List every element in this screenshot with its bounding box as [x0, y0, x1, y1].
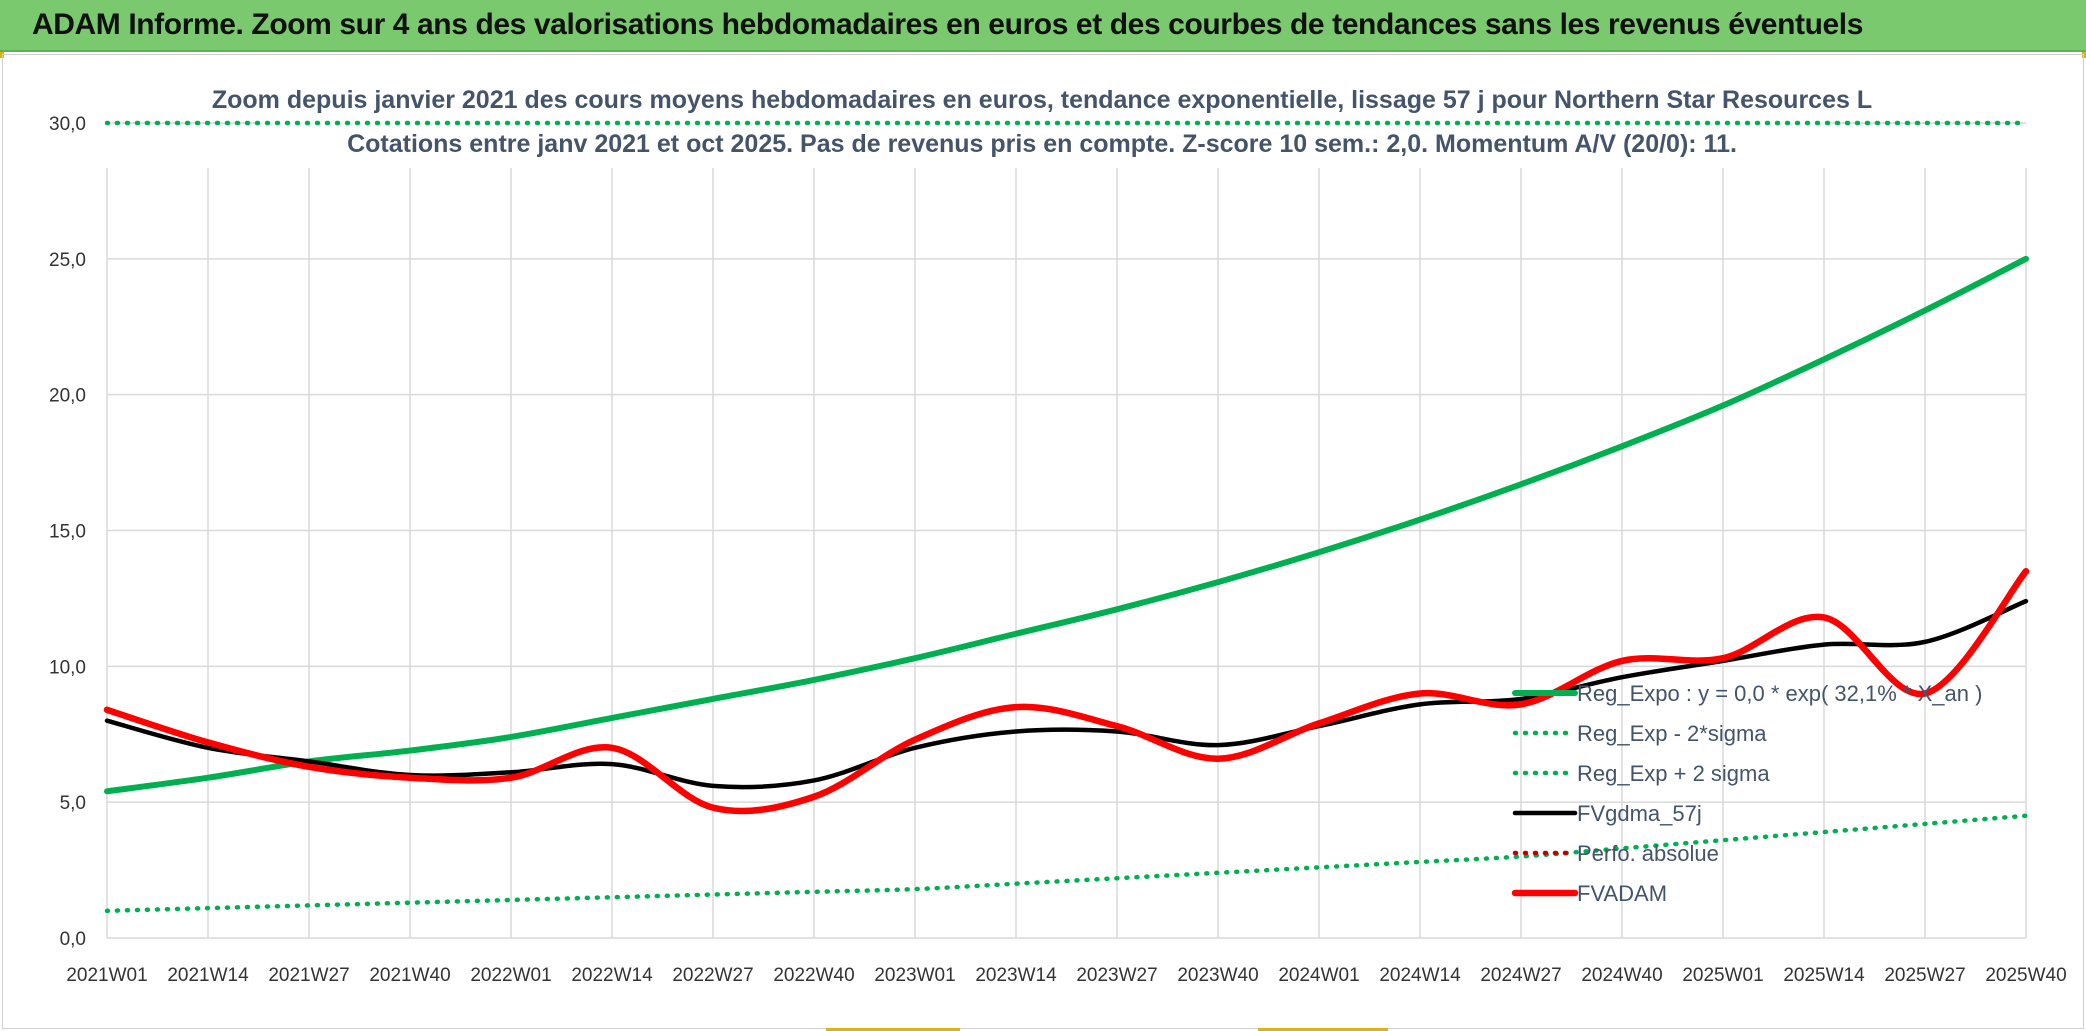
x-tick-label: 2025W01 [1682, 965, 1763, 986]
x-tick-label: 2024W27 [1480, 965, 1561, 986]
chart-frame [2, 54, 2084, 1029]
legend-entry: FVgdma_57j [1577, 801, 1702, 826]
x-tick-label: 2023W27 [1076, 965, 1157, 986]
x-tick-label: 2021W01 [66, 965, 147, 986]
x-tick-label: 2025W27 [1884, 965, 1965, 986]
y-tick-label: 20,0 [49, 386, 86, 407]
x-tick-label: 2023W01 [874, 965, 955, 986]
legend-entry: Perfo. absolue [1577, 841, 1719, 866]
x-tick-label: 2021W27 [268, 965, 349, 986]
y-tick-label: 25,0 [49, 250, 86, 271]
y-axis-ticks: 0,0 5,0 10,0 15,0 20,0 25,0 30,0 [49, 114, 86, 950]
x-tick-label: 2022W14 [571, 965, 653, 986]
series-line-reg-expo-y-0-0-exp-32-1-x-an [104, 255, 2029, 795]
x-tick-label: 2023W14 [975, 965, 1057, 986]
series-line-fvadam [103, 568, 2030, 815]
bottom-mark-left [826, 1028, 960, 1031]
x-tick-label: 2024W14 [1379, 965, 1461, 986]
legend-entry: FVADAM [1577, 881, 1667, 906]
y-tick-label: 10,0 [49, 657, 86, 678]
x-tick-label: 2025W14 [1783, 965, 1865, 986]
bottom-mark-right [1258, 1028, 1388, 1031]
x-axis-ticks: 2021W01 2021W14 2021W27 2021W40 2022W01 2022W… [66, 965, 2066, 986]
series-line-reg-exp-2-sigma [104, 813, 2029, 914]
legend-entry: Reg_Expo : y = 0,0 * exp( 32,1% * X_an ) [1577, 681, 1982, 706]
x-tick-label: 2022W01 [470, 965, 551, 986]
corner-mark-right [2082, 52, 2086, 58]
y-tick-label: 15,0 [49, 522, 86, 543]
chart-subtitle: Cotations entre janv 2021 et oct 2025. P… [347, 130, 1737, 158]
grid-lines [106, 122, 2027, 939]
legend-entry: Reg_Exp + 2 sigma [1577, 761, 1770, 786]
x-tick-label: 2021W40 [369, 965, 450, 986]
y-tick-label: 30,0 [49, 114, 86, 135]
x-tick-label: 2024W01 [1278, 965, 1359, 986]
legend: Reg_Expo : y = 0,0 * exp( 32,1% * X_an )… [1511, 681, 1982, 906]
chart-title: Zoom depuis janvier 2021 des cours moyen… [212, 86, 1872, 114]
x-tick-label: 2024W40 [1581, 965, 1662, 986]
y-tick-label: 0,0 [60, 929, 86, 950]
banner-title: ADAM Informe. Zoom sur 4 ans des valoris… [32, 8, 1864, 41]
x-tick-label: 2022W27 [672, 965, 753, 986]
y-tick-label: 5,0 [60, 793, 86, 814]
title-banner: ADAM Informe. Zoom sur 4 ans des valoris… [0, 0, 2086, 52]
x-tick-label: 2021W14 [167, 965, 249, 986]
x-tick-label: 2025W40 [1985, 965, 2066, 986]
x-tick-label: 2022W40 [773, 965, 854, 986]
x-tick-label: 2023W40 [1177, 965, 1258, 986]
legend-entry: Reg_Exp - 2*sigma [1577, 721, 1767, 746]
series-group [103, 120, 2030, 914]
